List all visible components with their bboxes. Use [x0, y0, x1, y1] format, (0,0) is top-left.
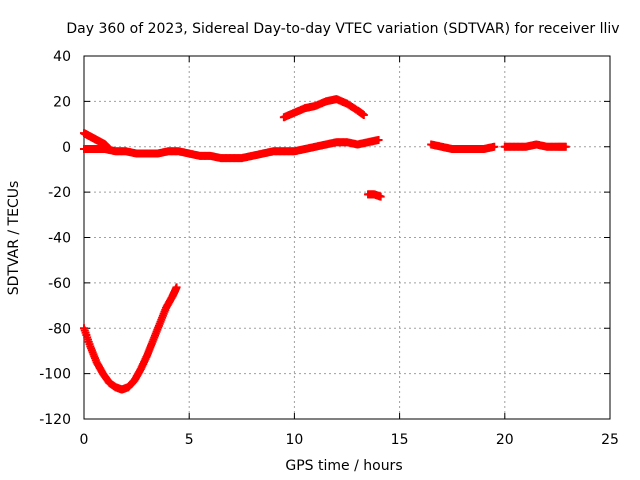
y-axis-title: SDTVAR / TECUs: [6, 181, 22, 296]
grid: [84, 56, 610, 419]
series-arc-deep-dip: [80, 283, 181, 394]
y-tick-label: -40: [48, 231, 71, 247]
data-point: [376, 192, 385, 201]
series-arc-flat-1: [427, 140, 499, 154]
y-tick-label: 0: [62, 140, 71, 156]
y-tick-label: -80: [48, 321, 71, 337]
y-tick-label: -100: [39, 367, 71, 383]
x-axis-title: GPS time / hours: [285, 458, 402, 474]
series-arc-flat-2: [500, 140, 570, 151]
data-point: [490, 142, 499, 151]
data-point: [374, 135, 383, 144]
y-tick-label: 20: [53, 94, 71, 110]
x-tick-label: 10: [285, 432, 303, 448]
plot-frame: [83, 55, 611, 420]
y-tick-label: -20: [48, 185, 71, 201]
y-tick-label: -60: [48, 276, 71, 292]
x-tick-label: 15: [391, 432, 409, 448]
x-tick-label: 25: [601, 432, 619, 448]
data-point: [561, 142, 570, 151]
y-tick-label: 40: [53, 49, 71, 65]
axis-ticks: -120 -100 -80 -60 -40 -20 0 20 40 0 5 10 15 20 25: [39, 49, 619, 448]
data-points: [80, 95, 570, 394]
data-point: [172, 283, 181, 292]
x-tick-label: 5: [185, 432, 194, 448]
x-tick-label: 20: [496, 432, 514, 448]
y-tick-label: -120: [39, 412, 71, 428]
series-arc-main-baseline: [80, 135, 383, 163]
x-tick-label: 0: [80, 432, 89, 448]
chart-title: Day 360 of 2023, Sidereal Day-to-day VTE…: [66, 21, 619, 37]
series-arc-upper-hump: [279, 95, 368, 122]
series-arc-short-dip: [364, 190, 385, 201]
data-point: [359, 110, 368, 119]
